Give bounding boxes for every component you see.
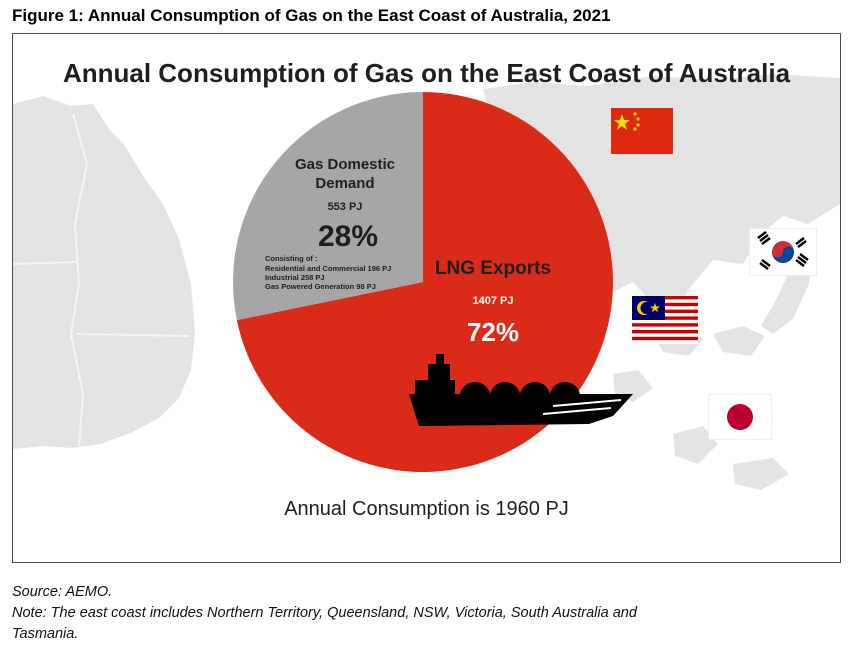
pie-slice-domestic-demand	[232, 92, 423, 321]
domestic-labels: Gas Domestic Demand 553 PJ 28%	[295, 156, 395, 253]
total-consumption: Annual Consumption is 1960 PJ	[284, 498, 569, 520]
malaysia-flag-icon	[632, 296, 698, 344]
domestic-label-line2: Demand	[315, 175, 374, 192]
australia-map	[13, 96, 195, 449]
domestic-value: 553 PJ	[328, 201, 363, 213]
domestic-percent: 28%	[318, 220, 378, 253]
china-flag-icon	[611, 108, 673, 154]
lng-value: 1407 PJ	[473, 295, 514, 307]
breakdown-heading: Consisting of :	[265, 254, 318, 263]
domestic-label-line1: Gas Domestic	[295, 156, 395, 173]
pie-slice-lng-exports	[236, 92, 614, 472]
figure-caption: Figure 1: Annual Consumption of Gas on t…	[12, 6, 611, 25]
pie-chart	[232, 92, 614, 472]
japan-flag-icon	[708, 394, 772, 440]
lng-label: LNG Exports	[435, 258, 551, 279]
note-line1: Note: The east coast includes Northern T…	[12, 605, 637, 621]
chart-frame: Gas Domestic Demand 553 PJ 28% Consistin…	[12, 33, 841, 563]
lng-percent: 72%	[467, 317, 519, 347]
source-note: Source: AEMO.	[12, 584, 113, 600]
breakdown-item: Gas Powered Generation 98 PJ	[265, 282, 376, 291]
chart-title: Annual Consumption of Gas on the East Co…	[62, 58, 791, 88]
breakdown-item: Industrial 258 PJ	[265, 273, 325, 282]
south-korea-flag-icon	[749, 228, 817, 276]
lng-labels: LNG Exports 1407 PJ 72%	[435, 258, 551, 347]
chart-canvas: Gas Domestic Demand 553 PJ 28% Consistin…	[13, 74, 840, 490]
note-line2: Tasmania.	[12, 626, 79, 642]
domestic-breakdown: Consisting of : Residential and Commerci…	[265, 254, 391, 291]
notes: Source: AEMO. Note: The east coast inclu…	[12, 582, 832, 645]
breakdown-item: Residential and Commercial 196 PJ	[265, 264, 391, 273]
lng-ship-icon	[409, 354, 633, 426]
